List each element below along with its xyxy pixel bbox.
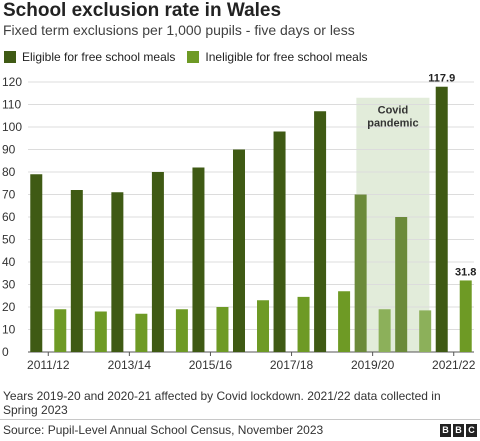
bar-ineligible [216, 307, 229, 352]
bar-ineligible [135, 313, 148, 352]
bar-eligible [192, 167, 205, 352]
legend-item-eligible: Eligible for free school meals [4, 50, 175, 64]
y-tick-label: 120 [2, 75, 22, 89]
legend-swatch-ineligible [187, 51, 200, 63]
bar-ineligible [94, 311, 107, 352]
bar-eligible [314, 111, 327, 352]
logo-letter: C [466, 424, 477, 437]
x-tick-label: 2015/16 [189, 358, 233, 372]
x-tick-label: 2013/14 [108, 358, 152, 372]
y-tick-label: 80 [2, 165, 16, 179]
y-tick-label: 110 [2, 98, 21, 112]
bar-eligible [395, 217, 408, 352]
bar-ineligible [54, 309, 67, 352]
y-tick-label: 100 [2, 120, 22, 134]
y-tick-label: 0 [2, 345, 9, 359]
legend-label-eligible: Eligible for free school meals [22, 50, 176, 64]
bar-eligible [435, 86, 448, 352]
source-text: Source: Pupil-Level Annual School Census… [3, 423, 324, 437]
bar-ineligible [297, 296, 310, 352]
footnote: Years 2019-20 and 2020-21 affected by Co… [3, 389, 441, 417]
divider [0, 419, 480, 420]
bar-ineligible [378, 309, 391, 352]
covid-shaded-region [356, 97, 430, 352]
data-label: 31.8 [455, 266, 476, 278]
bar-ineligible [175, 309, 188, 352]
x-tick-label: 2017/18 [270, 358, 314, 372]
covid-label: Covid [378, 105, 409, 117]
legend-swatch-eligible [4, 51, 16, 63]
bar-eligible [30, 174, 43, 352]
y-tick-label: 70 [2, 188, 16, 202]
covid-label: pandemic [367, 118, 418, 130]
bar-eligible [151, 172, 164, 352]
chart-subtitle: Fixed term exclusions per 1,000 pupils -… [3, 22, 355, 38]
data-label: 117.9 [428, 73, 455, 85]
y-tick-label: 30 [2, 278, 16, 292]
x-tick-label: 2019/20 [351, 358, 395, 372]
y-tick-label: 90 [2, 143, 16, 157]
bar-ineligible [338, 291, 351, 352]
bar-ineligible [257, 300, 269, 352]
y-tick-label: 10 [2, 323, 16, 337]
x-tick-label: 2011/12 [27, 358, 70, 372]
bar-eligible [111, 192, 124, 352]
y-tick-label: 50 [2, 233, 16, 247]
legend: Eligible for free school meals Ineligibl… [4, 50, 380, 64]
chart-title: School exclusion rate in Wales [3, 0, 282, 21]
bar-eligible [70, 190, 83, 352]
y-tick-label: 40 [2, 255, 16, 269]
y-tick-label: 60 [2, 210, 16, 224]
bar-ineligible [459, 280, 472, 352]
x-tick-label: 2021/22 [432, 358, 476, 372]
y-tick-label: 20 [2, 300, 16, 314]
bar-ineligible [419, 310, 432, 352]
bar-eligible [233, 149, 245, 352]
bar-eligible [354, 194, 367, 352]
logo-letter: B [440, 424, 451, 437]
legend-label-ineligible: Ineligible for free school meals [205, 50, 368, 64]
bar-eligible [273, 131, 286, 352]
logo-letter: B [453, 424, 464, 437]
bbc-logo: B B C [438, 424, 477, 437]
bar-chart: 0 10 20 30 40 50 60 70 80 90 100 110 120 Covidpandemi… [2, 73, 476, 372]
legend-item-ineligible: Ineligible for free school meals [187, 50, 368, 64]
